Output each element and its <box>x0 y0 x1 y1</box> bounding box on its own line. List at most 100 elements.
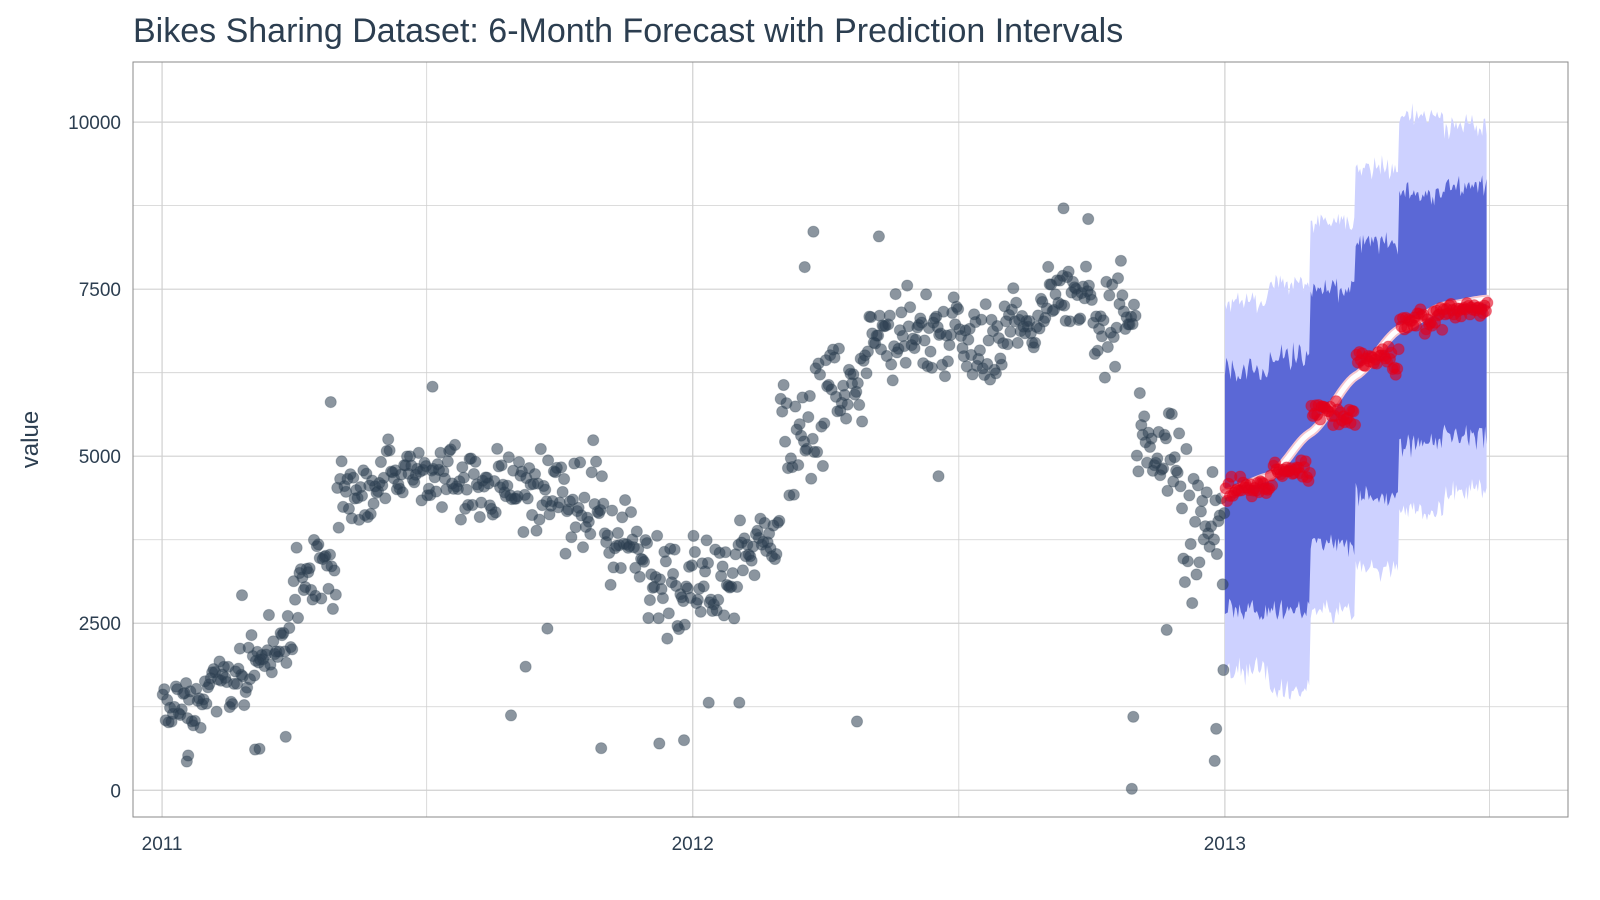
forecast-point <box>1348 418 1362 431</box>
actual-point <box>860 367 873 380</box>
actual-point <box>662 607 675 620</box>
actual-point <box>818 417 831 430</box>
actual-point <box>315 592 328 605</box>
actual-point <box>1145 432 1158 445</box>
y-tick-label: 7500 <box>79 280 121 301</box>
actual-point <box>1127 298 1141 311</box>
actual-point <box>590 455 603 468</box>
actual-point <box>182 749 195 762</box>
actual-point <box>556 485 569 499</box>
forecast-point <box>1481 296 1494 309</box>
actual-point <box>1138 410 1151 423</box>
forecast-point <box>1303 466 1317 480</box>
actual-point <box>1200 486 1213 499</box>
actual-point <box>1042 260 1055 273</box>
actual-point <box>719 546 732 559</box>
actual-point <box>430 485 443 498</box>
actual-point <box>569 521 582 534</box>
actual-point <box>678 618 691 631</box>
actual-point <box>813 368 827 381</box>
actual-point <box>619 494 632 507</box>
actual-point <box>517 525 530 539</box>
actual-point <box>1111 272 1125 285</box>
actual-point <box>787 488 800 501</box>
actual-point <box>332 521 345 534</box>
forecast-point <box>1410 319 1423 332</box>
actual-point <box>731 580 744 594</box>
actual-point <box>281 609 294 623</box>
actual-point <box>504 709 518 722</box>
actual-point <box>448 438 462 451</box>
actual-point <box>379 492 392 505</box>
actual-points-layer <box>156 202 1231 795</box>
actual-point <box>1151 452 1164 465</box>
actual-point <box>886 374 899 387</box>
actual-point <box>595 470 609 483</box>
actual-point <box>1116 289 1129 302</box>
actual-point <box>555 461 568 474</box>
actual-point <box>832 342 846 355</box>
actual-point <box>566 493 579 506</box>
actual-point <box>530 524 543 537</box>
actual-point <box>736 564 750 577</box>
actual-point <box>210 705 223 718</box>
actual-point <box>700 534 713 547</box>
actual-point <box>1132 465 1145 478</box>
actual-point <box>624 505 638 519</box>
actual-point <box>640 537 654 550</box>
actual-point <box>811 445 824 459</box>
forecast-point <box>1392 343 1405 356</box>
actual-point <box>1193 556 1206 569</box>
actual-point <box>770 548 783 561</box>
actual-point <box>578 491 591 504</box>
actual-point <box>604 578 617 591</box>
actual-point <box>1186 597 1199 610</box>
actual-point <box>467 467 480 481</box>
actual-point <box>777 378 790 392</box>
actual-point <box>1133 387 1146 400</box>
actual-point <box>745 554 758 567</box>
actual-point <box>918 334 931 347</box>
actual-point <box>688 545 702 559</box>
actual-point <box>582 515 595 528</box>
actual-point <box>1130 449 1144 462</box>
actual-point <box>793 418 806 431</box>
actual-point <box>253 742 266 755</box>
actual-point <box>840 412 853 425</box>
actual-point <box>1074 312 1087 325</box>
actual-point <box>789 400 802 413</box>
actual-point <box>630 525 643 538</box>
actual-point <box>283 621 296 635</box>
actual-point <box>925 361 939 374</box>
actual-point <box>559 547 572 560</box>
actual-point <box>534 442 547 456</box>
x-tick-label: 2012 <box>672 834 714 855</box>
actual-point <box>1103 289 1116 302</box>
actual-point <box>565 531 578 544</box>
actual-point <box>616 511 629 524</box>
actual-point <box>652 612 665 625</box>
actual-point <box>587 434 600 447</box>
actual-point <box>1082 212 1095 226</box>
actual-point <box>457 471 470 484</box>
y-axis-title: value <box>17 411 44 468</box>
actual-point <box>1010 296 1023 309</box>
actual-point <box>861 345 875 358</box>
actual-point <box>238 699 251 712</box>
actual-point <box>335 455 348 468</box>
actual-point <box>1218 506 1231 520</box>
actual-point <box>374 455 387 469</box>
actual-point <box>798 261 811 274</box>
actual-point <box>1208 754 1221 768</box>
actual-point <box>872 230 886 243</box>
axis-layer: 0 2500 5000 7500 10000 2011 2012 2013 value <box>17 113 1246 855</box>
actual-point <box>574 456 587 469</box>
actual-point <box>521 492 534 505</box>
forecast-point <box>1299 455 1312 468</box>
actual-point <box>1194 505 1208 518</box>
actual-point <box>1181 555 1194 568</box>
actual-point <box>265 666 278 679</box>
actual-point <box>1216 578 1229 591</box>
forecast-point <box>1347 405 1360 418</box>
actual-point <box>558 472 571 486</box>
